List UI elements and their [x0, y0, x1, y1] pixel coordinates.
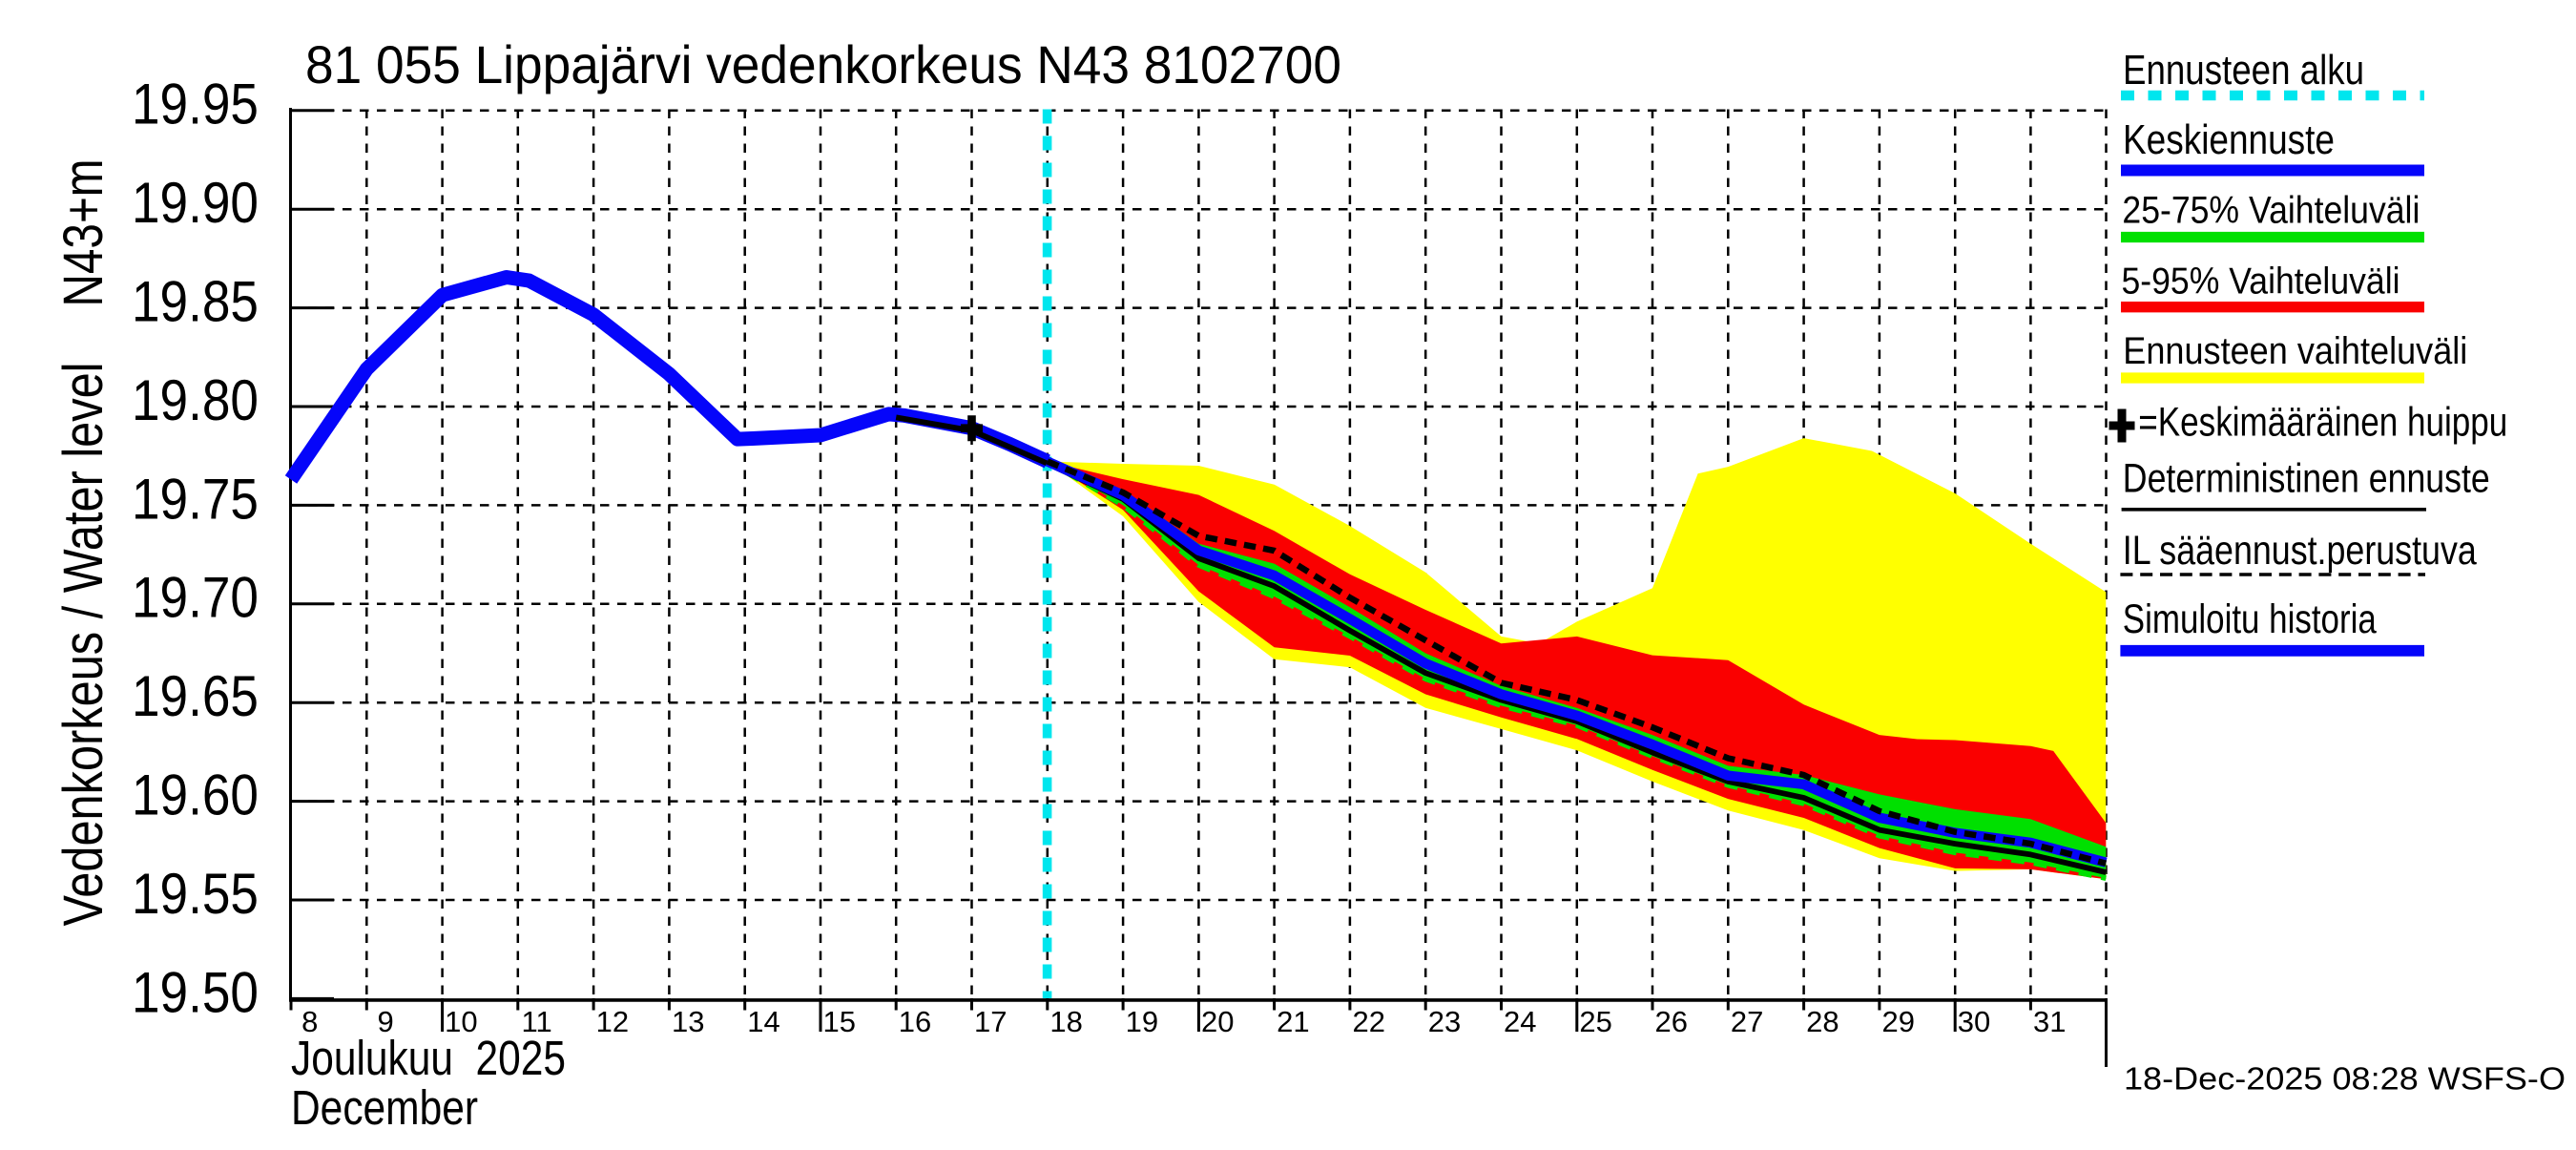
svg-text:16: 16	[899, 1005, 931, 1038]
svg-text:17: 17	[974, 1005, 1007, 1038]
svg-text:23: 23	[1428, 1005, 1461, 1038]
svg-text:IL sääennust.perustuva: IL sääennust.perustuva	[2123, 529, 2477, 574]
svg-text:10: 10	[445, 1005, 477, 1038]
svg-text:12: 12	[596, 1005, 629, 1038]
svg-text:25: 25	[1579, 1005, 1611, 1038]
svg-text:8: 8	[301, 1005, 318, 1038]
svg-text:19.95: 19.95	[132, 73, 259, 136]
svg-text:30: 30	[1958, 1005, 1990, 1038]
svg-text:15: 15	[823, 1005, 856, 1038]
svg-text:=Keskimääräinen huippu: =Keskimääräinen huippu	[2138, 401, 2507, 446]
svg-text:31: 31	[2033, 1005, 2066, 1038]
svg-text:14: 14	[747, 1005, 779, 1038]
svg-text:29: 29	[1881, 1005, 1914, 1038]
svg-text:19: 19	[1126, 1005, 1158, 1038]
svg-text:19.55: 19.55	[132, 862, 259, 926]
svg-text:5-95% Vaihteluväli: 5-95% Vaihteluväli	[2122, 261, 2400, 303]
svg-text:Ennusteen vaihteluväli: Ennusteen vaihteluväli	[2123, 330, 2467, 372]
svg-text:19.70: 19.70	[132, 566, 259, 630]
svg-text:21: 21	[1277, 1005, 1309, 1038]
svg-text:December: December	[291, 1080, 478, 1135]
svg-text:19.75: 19.75	[132, 467, 259, 531]
svg-text:18-Dec-2025 08:28 WSFS-O: 18-Dec-2025 08:28 WSFS-O	[2124, 1061, 2566, 1097]
svg-text:28: 28	[1806, 1005, 1839, 1038]
svg-text:81 055 Lippajärvi vedenkorkeus: 81 055 Lippajärvi vedenkorkeus N43 81027…	[305, 34, 1341, 94]
svg-text:Deterministinen ennuste: Deterministinen ennuste	[2123, 457, 2490, 502]
svg-text:19.60: 19.60	[132, 763, 259, 827]
svg-text:Vedenkorkeus / Water level: Vedenkorkeus / Water level	[52, 363, 114, 927]
svg-text:24: 24	[1504, 1005, 1536, 1038]
svg-text:9: 9	[377, 1005, 393, 1038]
svg-text:19.80: 19.80	[132, 368, 259, 432]
svg-text:25-75% Vaihteluväli: 25-75% Vaihteluväli	[2122, 190, 2420, 232]
svg-text:22: 22	[1352, 1005, 1384, 1038]
svg-text:19.85: 19.85	[132, 270, 259, 334]
svg-text:Simuloitu historia: Simuloitu historia	[2123, 597, 2377, 642]
svg-text:20: 20	[1201, 1005, 1234, 1038]
svg-text:27: 27	[1731, 1005, 1763, 1038]
svg-text:Ennusteen alku: Ennusteen alku	[2123, 48, 2364, 94]
svg-text:Keskiennuste: Keskiennuste	[2123, 117, 2335, 163]
svg-text:18: 18	[1049, 1005, 1082, 1038]
svg-text:26: 26	[1655, 1005, 1688, 1038]
svg-text:N43+m: N43+m	[52, 159, 114, 307]
svg-text:19.65: 19.65	[132, 664, 259, 728]
svg-text:19.90: 19.90	[132, 171, 259, 235]
svg-text:Joulukuu 2025: Joulukuu 2025	[291, 1031, 566, 1085]
svg-text:13: 13	[672, 1005, 704, 1038]
svg-text:19.50: 19.50	[132, 960, 259, 1024]
svg-text:11: 11	[522, 1005, 552, 1038]
